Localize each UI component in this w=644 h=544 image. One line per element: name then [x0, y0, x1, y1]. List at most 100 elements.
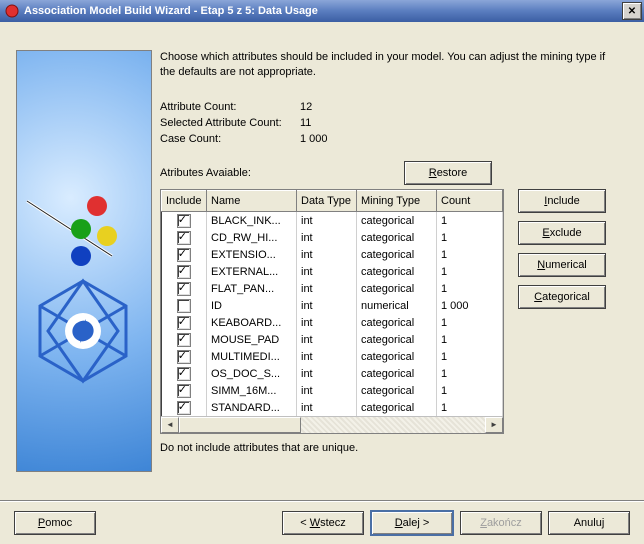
- cell-datatype: int: [297, 348, 357, 365]
- cell-count: 1: [437, 246, 503, 263]
- cell-name: EXTERNAL...: [207, 263, 297, 280]
- cell-count: 1: [437, 229, 503, 246]
- attr-count-label: Attribute Count:: [160, 101, 300, 113]
- horizontal-scrollbar[interactable]: ◄ ►: [161, 416, 503, 433]
- cell-count: 1: [437, 348, 503, 365]
- cell-count: 1: [437, 314, 503, 331]
- wizard-footer: Pomoc < Wstecz Dalej > Zakończ Anuluj: [0, 501, 644, 544]
- cell-count: 1 000: [437, 297, 503, 314]
- include-checkbox[interactable]: [177, 214, 191, 228]
- cell-mining: categorical: [357, 263, 437, 280]
- table-row[interactable]: EXTENSIO...intcategorical1: [162, 246, 503, 263]
- finish-button: Zakończ: [460, 511, 542, 535]
- cell-mining: categorical: [357, 211, 437, 229]
- cell-datatype: int: [297, 365, 357, 382]
- table-row[interactable]: IDintnumerical1 000: [162, 297, 503, 314]
- cell-datatype: int: [297, 246, 357, 263]
- cell-datatype: int: [297, 280, 357, 297]
- table-row[interactable]: MOUSE_PADintcategorical1: [162, 331, 503, 348]
- cell-name: EXTENSIO...: [207, 246, 297, 263]
- back-button[interactable]: < Wstecz: [282, 511, 364, 535]
- cell-mining: categorical: [357, 246, 437, 263]
- cell-count: 1: [437, 365, 503, 382]
- cell-name: BLACK_INK...: [207, 211, 297, 229]
- include-checkbox[interactable]: [177, 384, 191, 398]
- case-count-value: 1 000: [300, 133, 370, 145]
- cell-name: STANDARD...: [207, 399, 297, 416]
- table-row[interactable]: MULTIMEDI...intcategorical1: [162, 348, 503, 365]
- numerical-button[interactable]: Numerical: [518, 253, 606, 277]
- cell-count: 1: [437, 399, 503, 416]
- close-button[interactable]: ✕: [622, 2, 642, 20]
- include-checkbox[interactable]: [177, 367, 191, 381]
- cell-datatype: int: [297, 382, 357, 399]
- attributes-available-label: Atributes Avaiable:: [160, 167, 251, 179]
- cell-datatype: int: [297, 263, 357, 280]
- cell-mining: categorical: [357, 399, 437, 416]
- cell-mining: categorical: [357, 348, 437, 365]
- cell-count: 1: [437, 331, 503, 348]
- table-row[interactable]: KEABOARD...intcategorical1: [162, 314, 503, 331]
- cell-mining: categorical: [357, 280, 437, 297]
- col-mining[interactable]: Mining Type: [357, 190, 437, 211]
- attr-count-value: 12: [300, 101, 370, 113]
- attributes-table[interactable]: Include Name Data Type Mining Type Count…: [160, 189, 504, 434]
- counts-block: Attribute Count: 12 Selected Attribute C…: [160, 101, 622, 145]
- scroll-left-icon[interactable]: ◄: [161, 417, 179, 433]
- cell-name: CD_RW_HI...: [207, 229, 297, 246]
- include-button[interactable]: Include: [518, 189, 606, 213]
- include-checkbox[interactable]: [177, 248, 191, 262]
- cell-count: 1: [437, 263, 503, 280]
- app-icon: [4, 3, 20, 19]
- table-row[interactable]: CD_RW_HI...intcategorical1: [162, 229, 503, 246]
- instructions-text: Choose which attributes should be includ…: [160, 50, 622, 81]
- table-row[interactable]: FLAT_PAN...intcategorical1: [162, 280, 503, 297]
- cell-datatype: int: [297, 297, 357, 314]
- cell-name: OS_DOC_S...: [207, 365, 297, 382]
- table-row[interactable]: OS_DOC_S...intcategorical1: [162, 365, 503, 382]
- cell-name: FLAT_PAN...: [207, 280, 297, 297]
- include-checkbox[interactable]: [177, 282, 191, 296]
- scroll-thumb[interactable]: [179, 417, 301, 433]
- cell-name: MULTIMEDI...: [207, 348, 297, 365]
- include-checkbox[interactable]: [177, 350, 191, 364]
- col-include[interactable]: Include: [162, 190, 207, 211]
- include-checkbox[interactable]: [177, 316, 191, 330]
- cell-datatype: int: [297, 211, 357, 229]
- categorical-button[interactable]: Categorical: [518, 285, 606, 309]
- help-button[interactable]: Pomoc: [14, 511, 96, 535]
- table-row[interactable]: SIMM_16M...intcategorical1: [162, 382, 503, 399]
- uniqueness-note: Do not include attributes that are uniqu…: [160, 442, 622, 454]
- include-checkbox[interactable]: [177, 231, 191, 245]
- table-row[interactable]: EXTERNAL...intcategorical1: [162, 263, 503, 280]
- cell-count: 1: [437, 211, 503, 229]
- titlebar: Association Model Build Wizard - Etap 5 …: [0, 0, 644, 22]
- include-checkbox[interactable]: [177, 299, 191, 313]
- table-row[interactable]: BLACK_INK...intcategorical1: [162, 211, 503, 229]
- col-name[interactable]: Name: [207, 190, 297, 211]
- col-datatype[interactable]: Data Type: [297, 190, 357, 211]
- cell-name: MOUSE_PAD: [207, 331, 297, 348]
- cell-datatype: int: [297, 229, 357, 246]
- scroll-right-icon[interactable]: ►: [485, 417, 503, 433]
- table-row[interactable]: STANDARD...intcategorical1: [162, 399, 503, 416]
- cell-mining: categorical: [357, 331, 437, 348]
- cell-datatype: int: [297, 399, 357, 416]
- restore-button[interactable]: Restore: [404, 161, 492, 185]
- cell-name: SIMM_16M...: [207, 382, 297, 399]
- include-checkbox[interactable]: [177, 265, 191, 279]
- cell-mining: categorical: [357, 382, 437, 399]
- cancel-button[interactable]: Anuluj: [548, 511, 630, 535]
- include-checkbox[interactable]: [177, 333, 191, 347]
- wizard-graphic-panel: [16, 50, 152, 472]
- exclude-button[interactable]: Exclude: [518, 221, 606, 245]
- include-checkbox[interactable]: [177, 401, 191, 415]
- cell-name: KEABOARD...: [207, 314, 297, 331]
- cell-name: ID: [207, 297, 297, 314]
- case-count-label: Case Count:: [160, 133, 300, 145]
- sel-attr-count-label: Selected Attribute Count:: [160, 117, 300, 129]
- cell-count: 1: [437, 280, 503, 297]
- col-count[interactable]: Count: [437, 190, 503, 211]
- wizard-body: Choose which attributes should be includ…: [0, 22, 644, 508]
- next-button[interactable]: Dalej >: [370, 510, 454, 536]
